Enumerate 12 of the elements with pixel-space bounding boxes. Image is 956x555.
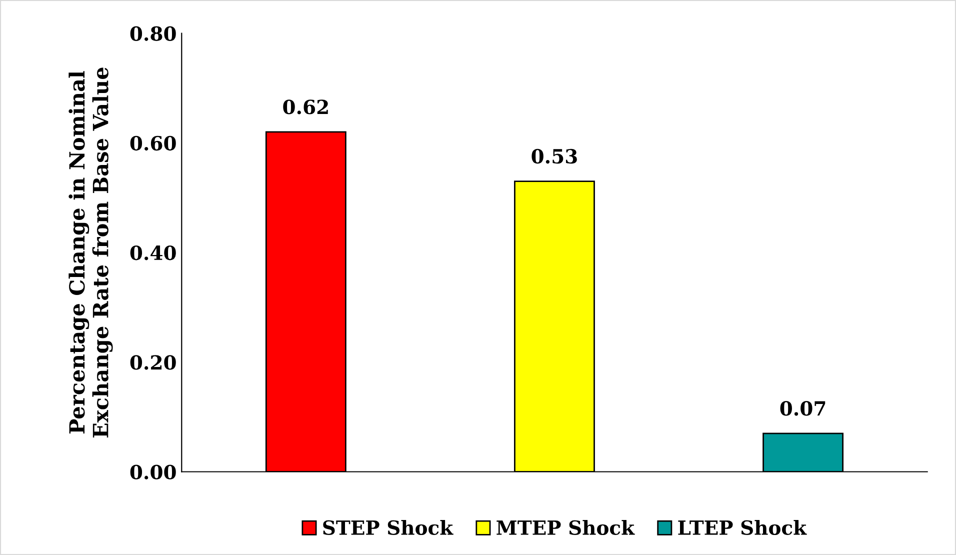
legend-label: STEP Shock: [323, 520, 454, 535]
y-tick-label: 0.40: [130, 245, 176, 260]
y-tick-label: 0.20: [130, 355, 176, 370]
data-label: 0.07: [780, 401, 826, 416]
y-tick-label: 0.00: [130, 464, 176, 480]
y-axis-title: Percentage Change in Nominal Exchange Rate from Base Value: [68, 68, 113, 438]
legend-label: MTEP Shock: [496, 520, 635, 535]
data-label: 0.62: [283, 100, 328, 114]
y-tick-label: 0.60: [130, 136, 176, 151]
data-label: 0.53: [532, 148, 577, 164]
legend-label: LTEP Shock: [678, 520, 807, 535]
y-tick-label: 0.80: [130, 26, 176, 41]
